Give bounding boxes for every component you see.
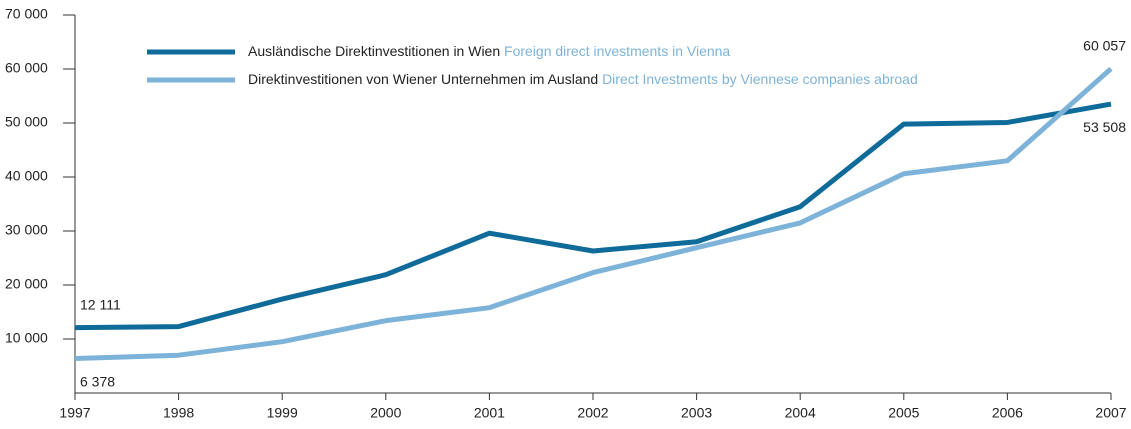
x-tick-label: 1999 [267,405,298,421]
data-label: 6 378 [80,373,115,389]
legend-name: Ausländische Direktinvestitionen in Wien [248,43,500,59]
series-line [74,66,1113,362]
y-tick-label: 70 000 [5,6,48,22]
x-tick-label: 2005 [888,405,919,421]
legend-name-en: Direct Investments by Viennese companies… [602,71,918,87]
series-line [74,101,1112,331]
y-tick-label: 20 000 [5,276,48,292]
x-tick-label: 2003 [681,405,712,421]
x-tick-label: 2000 [370,405,401,421]
x-tick-label: 1998 [163,405,194,421]
y-tick-label: 50 000 [5,114,48,130]
data-label: 53 508 [1083,119,1126,135]
x-tick-label: 2002 [577,405,608,421]
legend-label: Ausländische Direktinvestitionen in Wien… [248,43,730,59]
data-label: 12 111 [80,296,121,312]
y-tick-label: 30 000 [5,222,48,238]
x-tick-label: 2006 [992,405,1023,421]
x-tick-label: 2004 [785,405,816,421]
x-tick-label: 2007 [1095,405,1126,421]
data-label: 60 057 [1083,37,1126,53]
legend-name: Direktinvestitionen von Wiener Unternehm… [248,71,598,87]
y-tick-label: 60 000 [5,60,48,76]
legend-label: Direktinvestitionen von Wiener Unternehm… [248,71,918,87]
y-tick-label: 40 000 [5,168,48,184]
y-tick-label: 10 000 [5,330,48,346]
x-tick-label: 1997 [59,405,90,421]
legend-name-en: Foreign direct investments in Vienna [504,43,730,59]
x-tick-label: 2001 [474,405,505,421]
